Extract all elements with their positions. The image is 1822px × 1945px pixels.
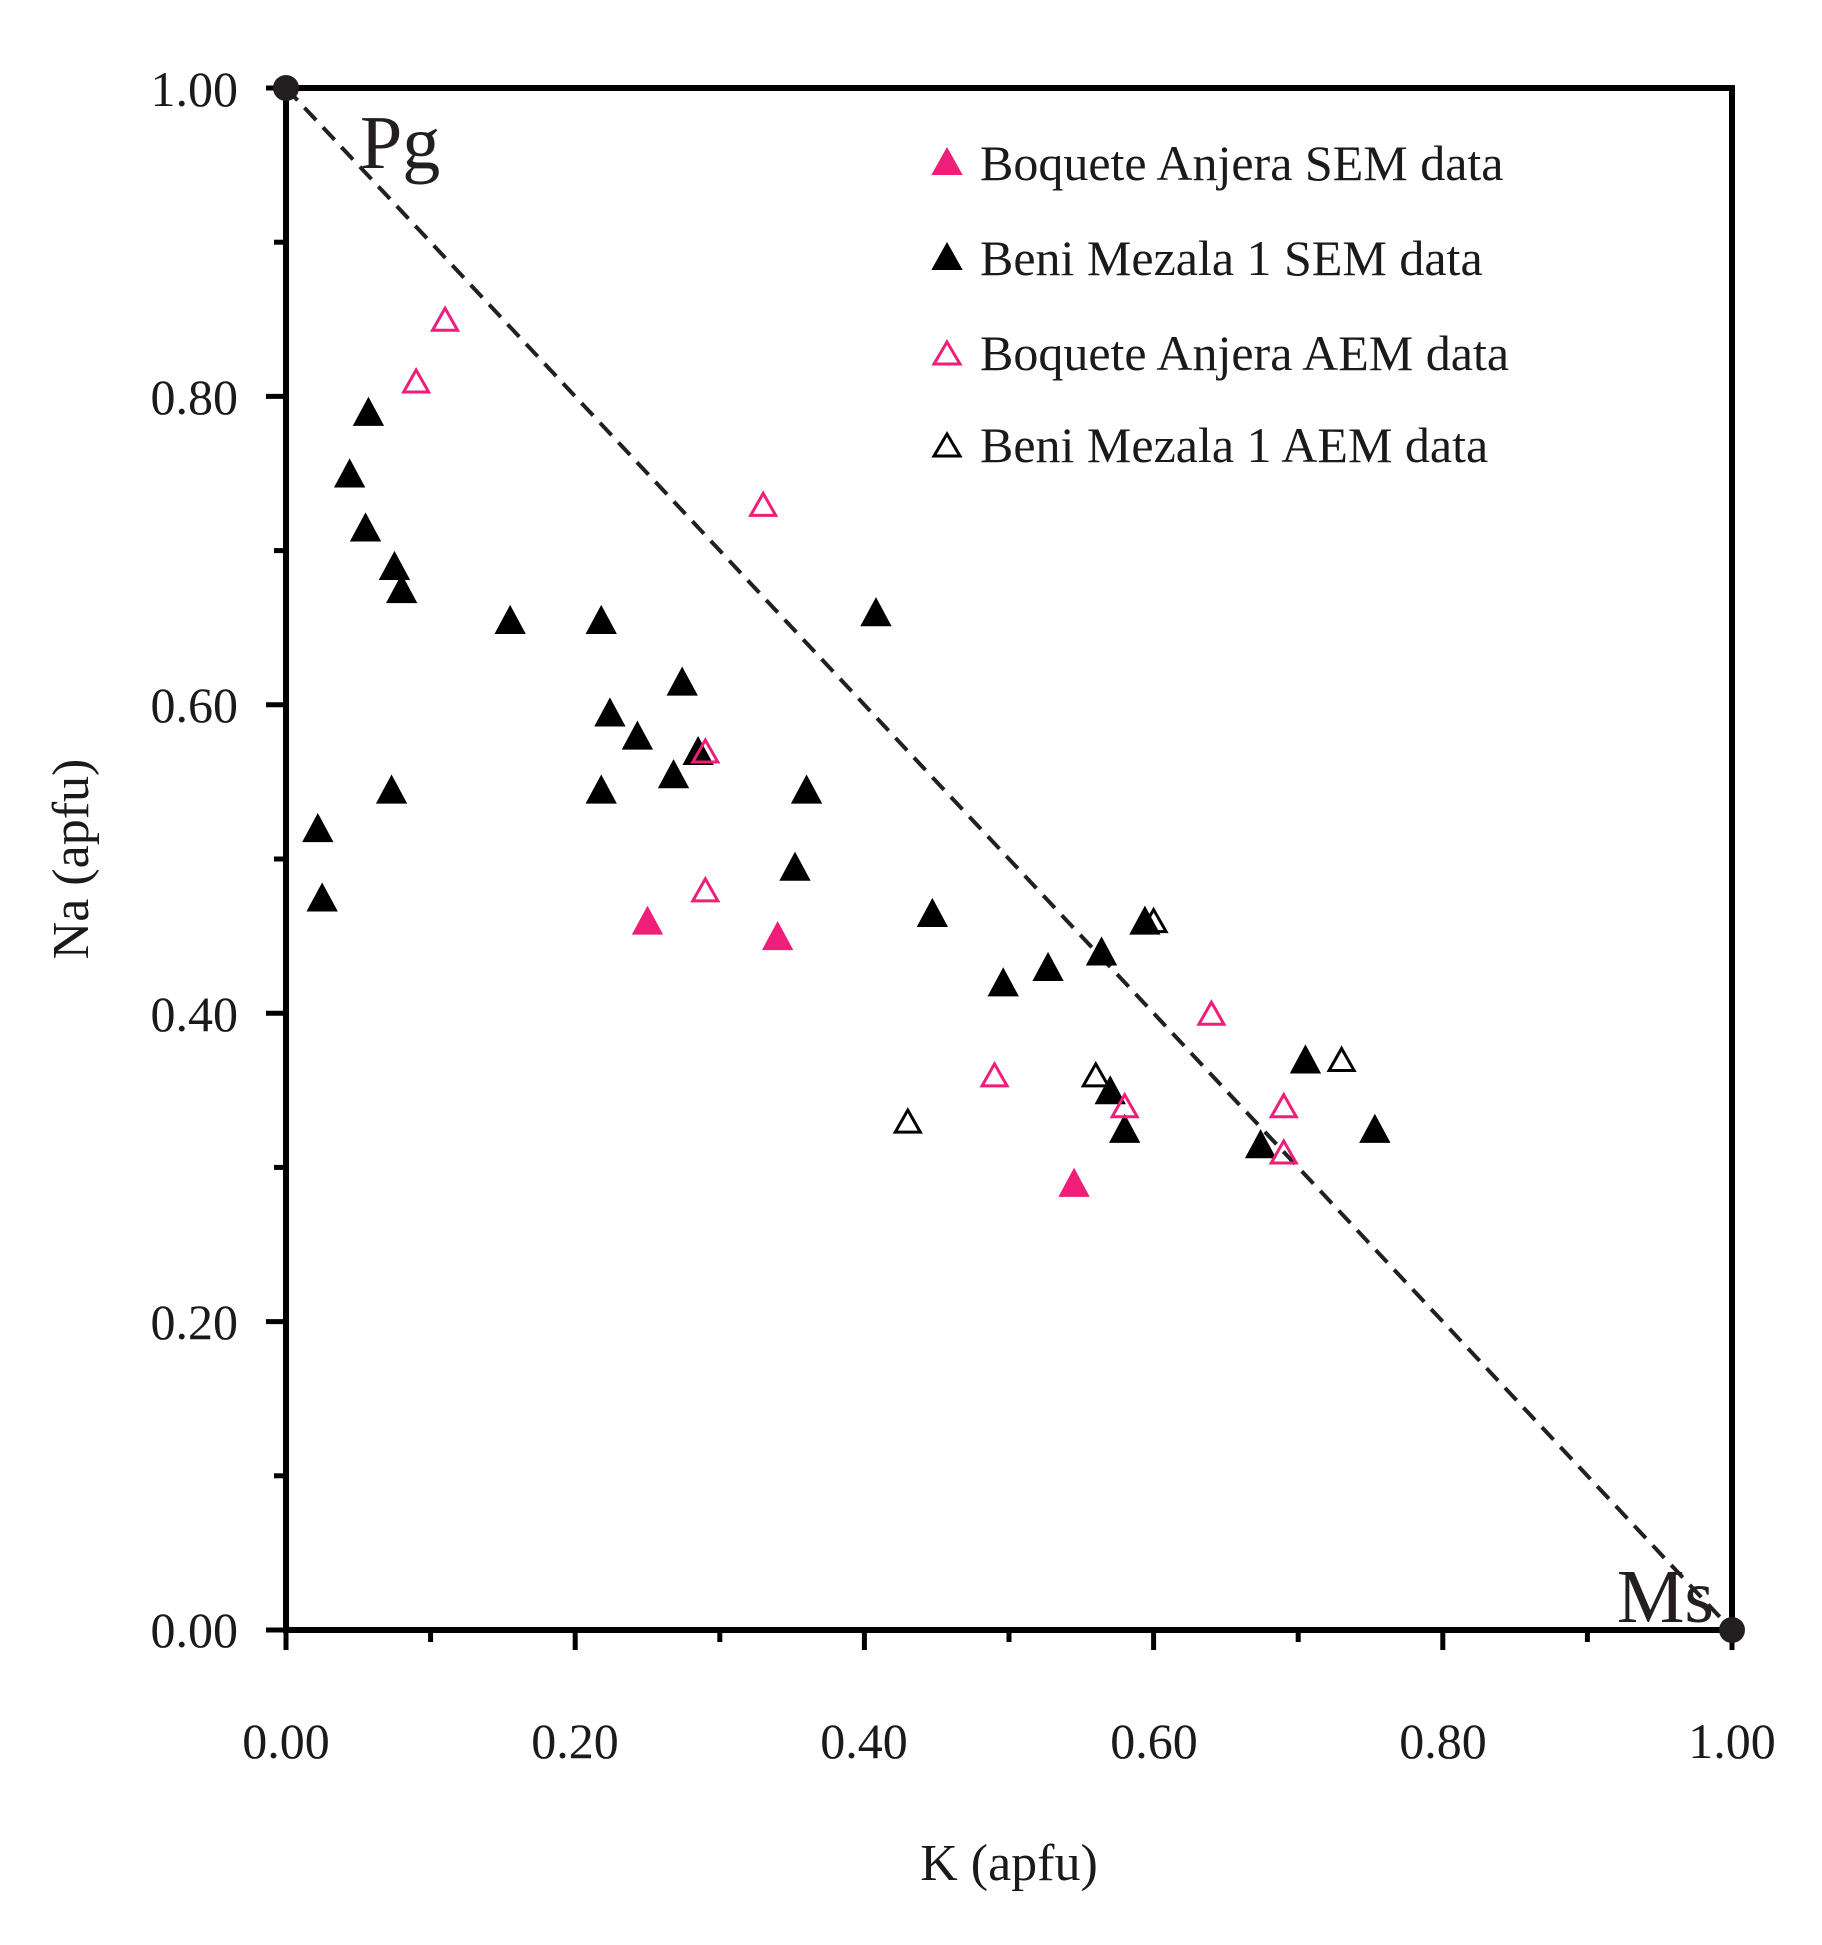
data-point-open-triangle (1080, 1060, 1111, 1088)
y-axis-title: Na (apfu) (43, 759, 100, 960)
x-axis-title: K (apfu) (920, 1835, 1098, 1892)
legend-item-boquete-aem: Boquete Anjera AEM data (931, 325, 1509, 381)
data-point-filled-triangle (790, 774, 823, 804)
data-point-filled-triangle (860, 597, 892, 627)
data-point-open-triangle (690, 737, 721, 764)
data-point-filled-triangle (1058, 1167, 1090, 1197)
data-point-filled-triangle (306, 882, 338, 912)
x-axis-ticks (283, 1630, 1735, 1650)
legend-label: Boquete Anjera AEM data (980, 325, 1509, 381)
legend-label: Beni Mezala 1 AEM data (980, 417, 1488, 473)
data-point-filled-triangle (916, 897, 949, 927)
data-point-filled-triangle (621, 720, 654, 750)
legend-marker-open-triangle-black (931, 431, 963, 458)
data-point-filled-triangle (494, 604, 526, 634)
data-point-open-triangle (1268, 1137, 1299, 1165)
data-point-open-triangle (690, 875, 721, 903)
data-point-filled-triangle (585, 604, 617, 634)
x-tick-label: 0.20 (531, 1713, 619, 1769)
y-tick-label: 0.40 (151, 986, 239, 1042)
data-point-filled-triangle (631, 905, 664, 935)
data-point-filled-triangle (378, 550, 411, 581)
data-point-open-triangle (1196, 999, 1227, 1026)
data-point-filled-triangle (1085, 936, 1118, 966)
data-point-open-triangle (1138, 906, 1169, 934)
data-point-filled-triangle (1289, 1044, 1322, 1074)
data-point-filled-triangle (302, 813, 334, 843)
data-point-filled-triangle (666, 666, 698, 696)
y-tick-label: 0.80 (151, 369, 239, 425)
data-point-open-triangle (1326, 1045, 1357, 1072)
legend-marker-filled-triangle-black (931, 241, 963, 270)
data-point-filled-triangle (987, 967, 1019, 997)
data-point-open-triangle (1268, 1091, 1299, 1119)
data-point-open-triangle (892, 1107, 923, 1134)
x-axis-tick-labels: 0.00 0.20 0.40 0.60 0.80 1.00 (242, 1713, 1776, 1769)
data-point-filled-triangle (375, 774, 408, 804)
data-point-open-triangle (1109, 1091, 1140, 1119)
x-tick-label: 0.40 (820, 1713, 908, 1769)
y-tick-label: 0.00 (151, 1602, 239, 1658)
data-point-filled-triangle (349, 512, 382, 542)
data-point-open-triangle (429, 305, 461, 332)
data-point-filled-triangle (386, 574, 418, 604)
legend-label: Beni Mezala 1 SEM data (980, 230, 1483, 286)
y-tick-label: 1.00 (151, 61, 239, 117)
y-tick-label: 0.20 (151, 1294, 239, 1350)
legend: Boquete Anjera SEM data Beni Mezala 1 SE… (931, 135, 1509, 473)
end-member-label-pg: Pg (360, 101, 440, 185)
legend-label: Boquete Anjera SEM data (980, 135, 1504, 191)
legend-item-beni-aem: Beni Mezala 1 AEM data (931, 417, 1488, 473)
end-members (273, 75, 1745, 1643)
x-tick-label: 0.00 (242, 1713, 330, 1769)
legend-item-boquete-sem: Boquete Anjera SEM data (931, 135, 1504, 191)
y-tick-label: 0.60 (151, 677, 239, 733)
x-tick-label: 0.80 (1399, 1713, 1487, 1769)
data-points (302, 305, 1391, 1197)
data-point-filled-triangle (761, 920, 794, 951)
data-point-filled-triangle (1244, 1129, 1277, 1159)
data-point-filled-triangle (594, 697, 626, 727)
end-member-label-ms: Ms (1617, 1555, 1714, 1639)
data-point-filled-triangle (1032, 951, 1064, 981)
data-point-filled-triangle (333, 458, 366, 488)
legend-marker-open-triangle-pink (931, 339, 963, 366)
data-point-filled-triangle (1359, 1113, 1391, 1143)
end-member-point-pg (273, 75, 299, 101)
pg-ms-reference-line (284, 86, 1734, 1632)
data-point-open-triangle (979, 1060, 1010, 1088)
data-point-filled-triangle (352, 396, 385, 426)
data-point-filled-triangle (585, 774, 617, 804)
legend-item-beni-sem: Beni Mezala 1 SEM data (931, 230, 1483, 286)
legend-marker-filled-triangle-pink (931, 146, 963, 175)
end-member-point-ms (1719, 1617, 1745, 1643)
y-axis-tick-labels: 0.00 0.20 0.40 0.60 0.80 1.00 (151, 61, 239, 1658)
x-tick-label: 1.00 (1688, 1713, 1776, 1769)
data-point-open-triangle (401, 366, 432, 394)
data-point-filled-triangle (1129, 905, 1161, 935)
data-point-filled-triangle (1109, 1113, 1141, 1143)
x-tick-label: 0.60 (1110, 1713, 1198, 1769)
data-point-filled-triangle (1094, 1075, 1126, 1105)
data-point-filled-triangle (657, 759, 690, 789)
data-point-open-triangle (748, 490, 779, 517)
data-point-filled-triangle (779, 851, 811, 881)
